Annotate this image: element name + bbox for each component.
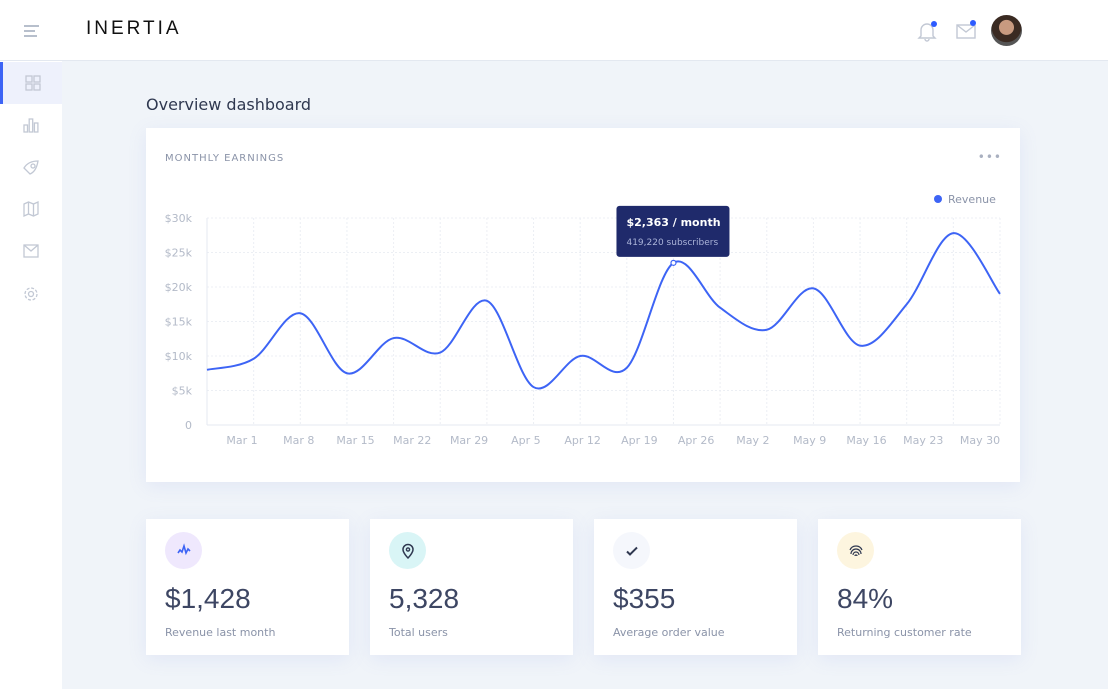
x-tick-label: May 23: [903, 434, 943, 447]
sidebar-item-mail[interactable]: [0, 230, 62, 272]
logo: INERTIA: [86, 18, 182, 39]
sidebar: [0, 61, 62, 689]
stat-value: $1,428: [165, 583, 251, 614]
stat-card: 5,328 Total users: [370, 519, 573, 655]
stat-value: 5,328: [389, 583, 460, 614]
highlighted-point: [670, 259, 677, 266]
x-tick-label: Mar 15: [336, 434, 374, 447]
more-options-icon[interactable]: •••: [977, 150, 1002, 164]
x-tick-label: May 9: [793, 434, 826, 447]
y-tick-label: 0: [185, 419, 192, 432]
sidebar-item-dashboard[interactable]: [0, 62, 62, 104]
x-tick-label: Apr 5: [511, 434, 541, 447]
tooltip-title: $2,363 / month: [626, 216, 720, 229]
x-tick-label: Apr 12: [564, 434, 601, 447]
x-tick-label: Mar 1: [226, 434, 257, 447]
x-tick-label: Apr 19: [621, 434, 658, 447]
stat-label: Returning customer rate: [837, 626, 972, 639]
mail-icon[interactable]: [955, 20, 977, 42]
stat-card: $1,428 Revenue last month: [146, 519, 349, 655]
stat-value: 84%: [837, 583, 894, 614]
x-tick-label: Mar 22: [393, 434, 431, 447]
y-tick-label: $30k: [165, 212, 193, 225]
stat-label: Total users: [389, 626, 448, 639]
settings-icon: [24, 287, 38, 301]
sidebar-item-settings[interactable]: [0, 273, 62, 315]
stat-label: Average order value: [613, 626, 725, 639]
sidebar-item-analytics[interactable]: [0, 104, 62, 146]
x-tick-label: Mar 8: [283, 434, 314, 447]
tooltip-subtitle: 419,220 subscribers: [626, 238, 718, 248]
y-tick-label: $25k: [165, 247, 193, 260]
map-pin-icon: [389, 532, 426, 569]
bell-icon[interactable]: [916, 20, 938, 42]
stat-card: 84% Returning customer rate: [818, 519, 1021, 655]
legend-marker: [934, 195, 942, 203]
activity-icon: [165, 532, 202, 569]
stat-value: $355: [613, 583, 676, 614]
avatar[interactable]: [991, 15, 1022, 46]
tooltip: [616, 205, 730, 257]
legend-label: Revenue: [948, 193, 996, 206]
monthly-earnings-card: MONTHLY EARNINGS ••• 0 $5k $10k $15k $20k $25…: [146, 128, 1020, 482]
map-icon: [23, 201, 39, 217]
chart-title: MONTHLY EARNINGS: [165, 153, 285, 164]
x-tick-label: May 16: [846, 434, 886, 447]
message-badge: [970, 20, 976, 26]
stat-card: $355 Average order value: [594, 519, 797, 655]
check-icon: [613, 532, 650, 569]
grid-icon: [24, 75, 41, 91]
stat-label: Revenue last month: [165, 626, 276, 639]
menu-icon[interactable]: [24, 25, 39, 40]
revenue-line: [206, 232, 1001, 390]
bar-chart-icon: [23, 118, 39, 133]
fingerprint-icon: [837, 532, 874, 569]
x-tick-label: May 2: [736, 434, 769, 447]
notification-badge: [931, 21, 937, 27]
y-tick-label: $10k: [165, 350, 193, 363]
y-tick-label: $20k: [165, 281, 193, 294]
sidebar-item-map[interactable]: [0, 188, 62, 230]
x-tick-label: May 30: [960, 434, 1000, 447]
sidebar-item-launch[interactable]: [0, 146, 62, 188]
x-tick-label: Apr 26: [678, 434, 715, 447]
mail-icon: [23, 244, 39, 258]
revenue-chart: 0 $5k $10k $15k $20k $25k $30k Mar 1 Mar 8 Mar 15…: [165, 193, 1001, 447]
top-bar: INERTIA: [0, 0, 1108, 61]
y-tick-label: $5k: [172, 385, 193, 398]
page-title: Overview dashboard: [146, 95, 312, 114]
x-tick-label: Mar 29: [450, 434, 488, 447]
rocket-icon: [23, 160, 39, 175]
y-tick-label: $15k: [165, 316, 193, 329]
